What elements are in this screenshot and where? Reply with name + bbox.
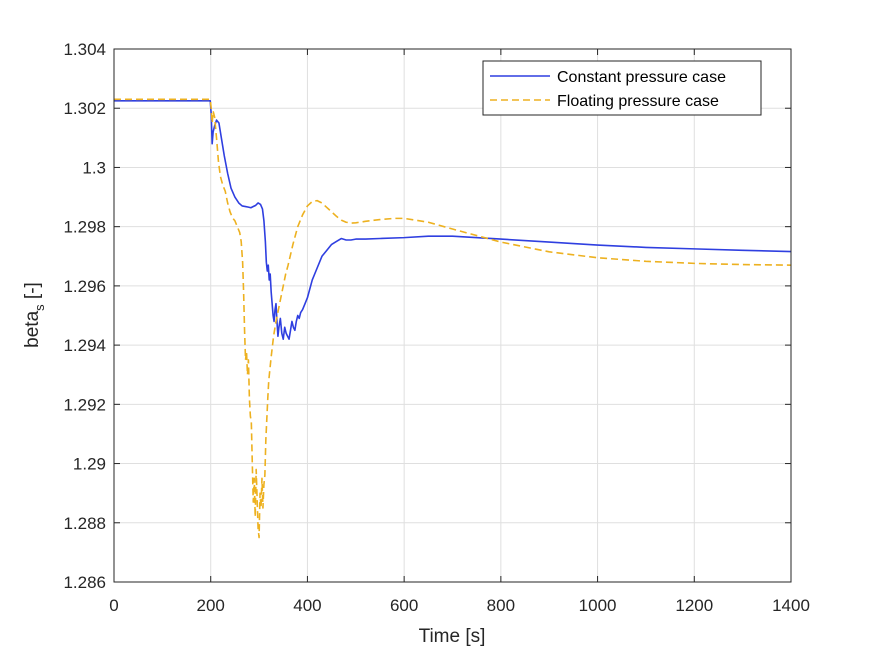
- legend-label-constant-pressure: Constant pressure case: [557, 69, 726, 86]
- plot-area: [114, 49, 791, 582]
- y-tick-label: 1.3: [82, 158, 106, 177]
- y-axis-label-unit: [-]: [22, 282, 43, 304]
- x-axis-label: Time [s]: [419, 626, 486, 647]
- y-tick-label: 1.292: [63, 395, 106, 414]
- y-tick-label: 1.288: [63, 514, 106, 533]
- y-axis-label: betas [-]: [22, 282, 47, 348]
- series-line-floating-pressure: [114, 98, 792, 539]
- ticks: 0 200 400 600 800 1000 1200 1400 1.286 1.288 1.29 1…: [63, 40, 809, 615]
- legend: Constant pressure case Floating pressure…: [482, 60, 762, 116]
- x-tick-label: 1000: [579, 596, 617, 615]
- y-tick-label: 1.29: [73, 455, 106, 474]
- x-tick-label: 800: [487, 596, 515, 615]
- axes-box: [113, 48, 792, 583]
- x-tick-label: 1400: [772, 596, 810, 615]
- y-axis-label-main: beta: [22, 310, 43, 347]
- x-tick-label: 600: [390, 596, 418, 615]
- series-group: [114, 98, 792, 539]
- y-tick-label: 1.286: [63, 573, 106, 592]
- x-tick-label: 200: [197, 596, 225, 615]
- y-tick-label: 1.294: [63, 336, 106, 355]
- series-line-constant-pressure: [114, 100, 792, 340]
- x-tick-label: 400: [293, 596, 321, 615]
- legend-label-floating-pressure: Floating pressure case: [557, 93, 719, 110]
- y-tick-label: 1.298: [63, 218, 106, 237]
- y-axis-label-subscript: s: [32, 304, 47, 311]
- x-tick-label: 0: [109, 596, 118, 615]
- legend-box: [482, 60, 762, 116]
- y-tick-label: 1.302: [63, 99, 106, 118]
- y-tick-label: 1.296: [63, 277, 106, 296]
- y-tick-label: 1.304: [63, 40, 106, 59]
- x-tick-label: 1200: [675, 596, 713, 615]
